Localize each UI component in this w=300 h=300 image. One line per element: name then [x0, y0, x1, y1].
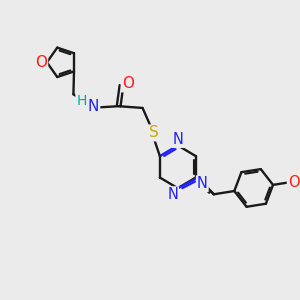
- Text: H: H: [76, 94, 87, 107]
- Text: N: N: [172, 132, 183, 147]
- Text: N: N: [167, 187, 178, 202]
- Text: O: O: [35, 55, 47, 70]
- Text: N: N: [88, 99, 99, 114]
- Text: S: S: [149, 125, 159, 140]
- Text: N: N: [197, 176, 208, 191]
- Text: O: O: [288, 175, 299, 190]
- Text: O: O: [122, 76, 134, 92]
